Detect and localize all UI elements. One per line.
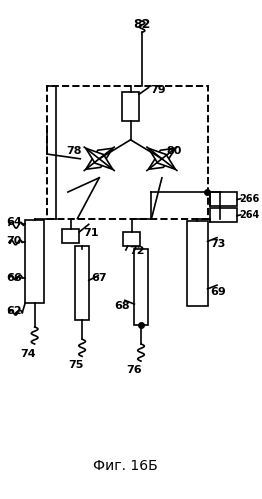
Text: 68: 68: [114, 301, 130, 311]
Text: 62: 62: [6, 306, 22, 316]
Bar: [210, 192, 237, 206]
Text: 74: 74: [20, 348, 36, 358]
Text: 70: 70: [6, 237, 21, 247]
Bar: [47, 86, 209, 219]
Text: 75: 75: [68, 360, 83, 370]
Bar: [187, 221, 208, 306]
Bar: [123, 232, 140, 246]
Polygon shape: [86, 148, 113, 169]
Text: 78: 78: [66, 146, 81, 156]
Text: 264: 264: [239, 210, 259, 220]
Polygon shape: [149, 148, 175, 169]
Bar: [122, 92, 139, 121]
Text: 64: 64: [6, 218, 22, 228]
Text: 79: 79: [151, 85, 166, 95]
Bar: [75, 246, 89, 320]
Text: 66: 66: [6, 272, 22, 282]
Text: 67: 67: [92, 273, 107, 283]
Text: 80: 80: [167, 146, 182, 156]
Bar: [134, 249, 148, 325]
Text: 71: 71: [83, 229, 99, 239]
Text: 72: 72: [130, 246, 145, 256]
Polygon shape: [86, 148, 113, 169]
Text: 69: 69: [210, 287, 226, 297]
Text: 266: 266: [239, 194, 259, 204]
Text: 73: 73: [210, 240, 226, 250]
Bar: [62, 229, 79, 244]
Text: Фиг. 16Б: Фиг. 16Б: [94, 459, 158, 473]
Polygon shape: [149, 148, 175, 169]
Text: 76: 76: [127, 365, 142, 375]
Bar: [25, 220, 44, 303]
Bar: [210, 208, 237, 223]
Text: 82: 82: [133, 18, 151, 31]
